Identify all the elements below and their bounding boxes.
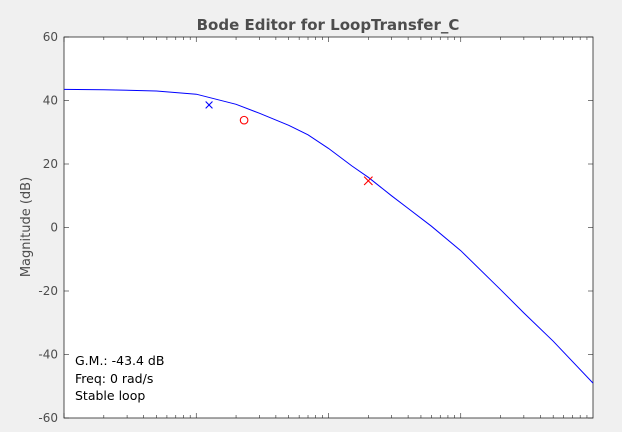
y-axis-label: Magnitude (dB) [19, 177, 34, 277]
x-minor-ticks [63, 37, 588, 418]
magnitude-curve[interactable] [63, 88, 594, 384]
stability-annotation: G.M.: -43.4 dB Freq: 0 rad/s Stable loop [75, 353, 164, 403]
annotation-frequency: Freq: 0 rad/s [75, 371, 153, 386]
y-tick-label: -40 [38, 348, 58, 362]
y-tick-label: 20 [43, 157, 58, 171]
y-tick-label: 40 [43, 94, 58, 108]
pole-marker[interactable] [205, 101, 213, 109]
y-tick-label: 0 [50, 221, 58, 235]
annotation-stability: Stable loop [75, 388, 145, 403]
y-tick-label: -60 [38, 411, 58, 425]
y-tick-label: 60 [43, 30, 58, 44]
zero-marker[interactable] [239, 115, 249, 125]
plot-area[interactable] [63, 36, 594, 419]
chart-title: Bode Editor for LoopTransfer_C [197, 16, 460, 34]
y-tick-label: -20 [38, 284, 58, 298]
pole-marker[interactable] [363, 176, 373, 186]
pole-zero-markers[interactable] [205, 101, 373, 186]
y-ticks: 60 40 20 0 -20 -40 -60 [38, 30, 593, 425]
annotation-gain-margin: G.M.: -43.4 dB [75, 353, 164, 368]
